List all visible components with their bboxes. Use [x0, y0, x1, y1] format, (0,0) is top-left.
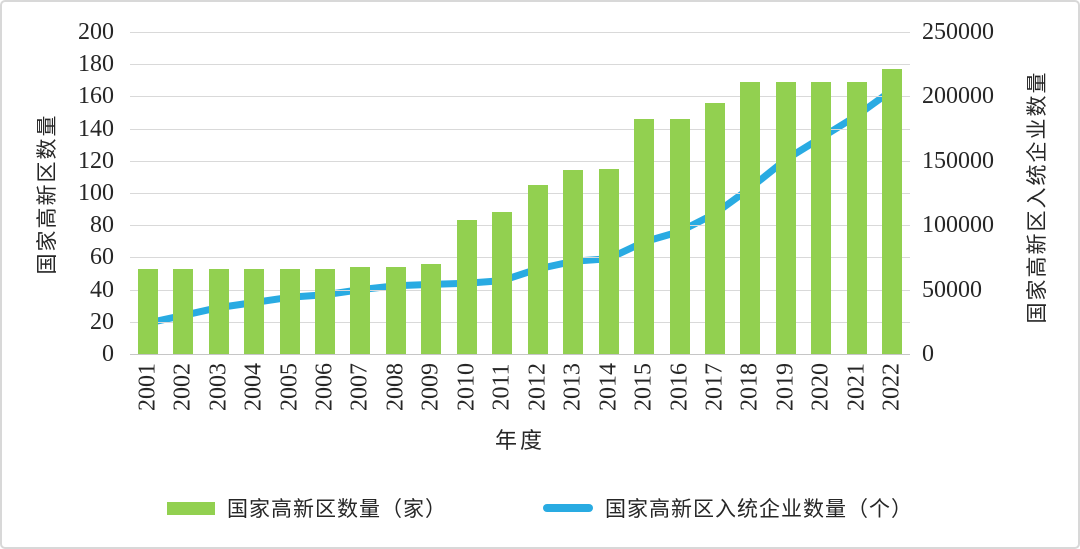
bar-2001 [137, 268, 158, 354]
bar-2022 [882, 69, 903, 354]
left-axis-tick: 20 [90, 308, 114, 335]
bar-2014 [598, 168, 619, 354]
legend-label-bar: 国家高新区数量（家） [227, 497, 447, 521]
legend: 国家高新区数量（家） 国家高新区入统企业数量（个） [2, 493, 1078, 523]
gridline [130, 322, 910, 323]
right-axis-tick: 250000 [922, 19, 994, 45]
left-axis-tick: 180 [78, 51, 114, 78]
x-axis-tick: 2021 [843, 363, 870, 411]
left-axis-tick: 60 [90, 244, 114, 271]
gridline [130, 193, 910, 194]
bar-2011 [492, 212, 513, 354]
x-axis-tick: 2016 [666, 363, 693, 411]
left-axis-tick: 140 [78, 115, 114, 142]
bar-2015 [634, 118, 655, 354]
bar-2009 [421, 263, 442, 354]
bar-2008 [385, 267, 406, 354]
bar-2012 [527, 184, 548, 354]
bar-2019 [775, 81, 796, 354]
gridline [130, 64, 910, 65]
left-axis-tick: 160 [78, 83, 114, 110]
bar-2006 [315, 268, 335, 354]
x-axis-tick: 2013 [559, 363, 586, 411]
bar-2004 [244, 268, 265, 354]
gridline [130, 290, 910, 291]
bar-2003 [208, 268, 229, 354]
x-axis-tick: 2012 [524, 363, 551, 411]
x-axis-tick: 2008 [382, 363, 409, 411]
left-axis-tick: 100 [78, 180, 114, 206]
x-axis-tick: 2011 [488, 363, 515, 411]
legend-item-line: 国家高新区入统企业数量（个） [543, 493, 913, 523]
right-axis-tick: 50000 [922, 276, 982, 303]
right-axis-tick: 100000 [922, 212, 994, 239]
legend-item-bar: 国家高新区数量（家） [167, 493, 447, 523]
left-axis-tick: 0 [102, 341, 114, 367]
gridline [130, 225, 910, 226]
x-axis-tick: 2020 [807, 363, 834, 411]
bar-2016 [669, 118, 690, 354]
left-axis-tick: 200 [78, 19, 114, 45]
x-axis-tick: 2015 [630, 363, 657, 411]
x-axis-tick: 2017 [701, 363, 728, 411]
gridline [130, 354, 910, 355]
bar-2007 [350, 267, 371, 354]
gridline [130, 96, 910, 97]
x-axis-tick: 2003 [205, 363, 232, 411]
gridline [130, 257, 910, 258]
x-axis-tick: 2018 [736, 363, 763, 411]
x-axis-title: 年度 [494, 428, 546, 453]
right-axis-tick: 200000 [922, 83, 994, 110]
x-axis-tick: 2019 [772, 363, 799, 411]
bar-2020 [811, 81, 832, 354]
x-axis-tick: 2006 [311, 363, 338, 411]
gridline [130, 129, 910, 130]
bar-2005 [279, 268, 300, 354]
x-axis-tick: 2004 [240, 363, 267, 411]
right-axis-tick: 150000 [922, 147, 994, 174]
bar-2013 [563, 170, 584, 354]
left-axis-tick: 40 [90, 276, 114, 303]
x-axis-tick: 2010 [453, 363, 480, 411]
x-axis-tick: 2001 [134, 363, 161, 411]
bar-2017 [705, 102, 725, 354]
bar-series-swatch [167, 501, 215, 515]
x-axis-tick: 2005 [276, 363, 303, 411]
gridline [130, 32, 910, 33]
bar-2021 [846, 81, 867, 354]
x-axis-tick: 2007 [346, 363, 373, 411]
x-axis-tick: 2009 [417, 363, 444, 411]
x-axis-tick: 2022 [878, 363, 905, 411]
left-axis-tick: 80 [90, 212, 114, 239]
bar-2010 [456, 220, 477, 354]
right-axis-tick: 0 [922, 341, 934, 367]
x-axis-tick: 2002 [169, 363, 196, 411]
left-axis-title: 国家高新区数量 [35, 113, 59, 275]
left-axis-tick: 120 [78, 147, 114, 174]
bar-2018 [740, 81, 761, 354]
x-axis-tick: 2014 [595, 363, 622, 411]
right-axis-title: 国家高新区入统企业数量 [1025, 70, 1049, 324]
line-series-swatch [543, 504, 593, 512]
bar-2002 [173, 268, 194, 354]
legend-label-line: 国家高新区入统企业数量（个） [605, 497, 913, 521]
gridline [130, 161, 910, 162]
